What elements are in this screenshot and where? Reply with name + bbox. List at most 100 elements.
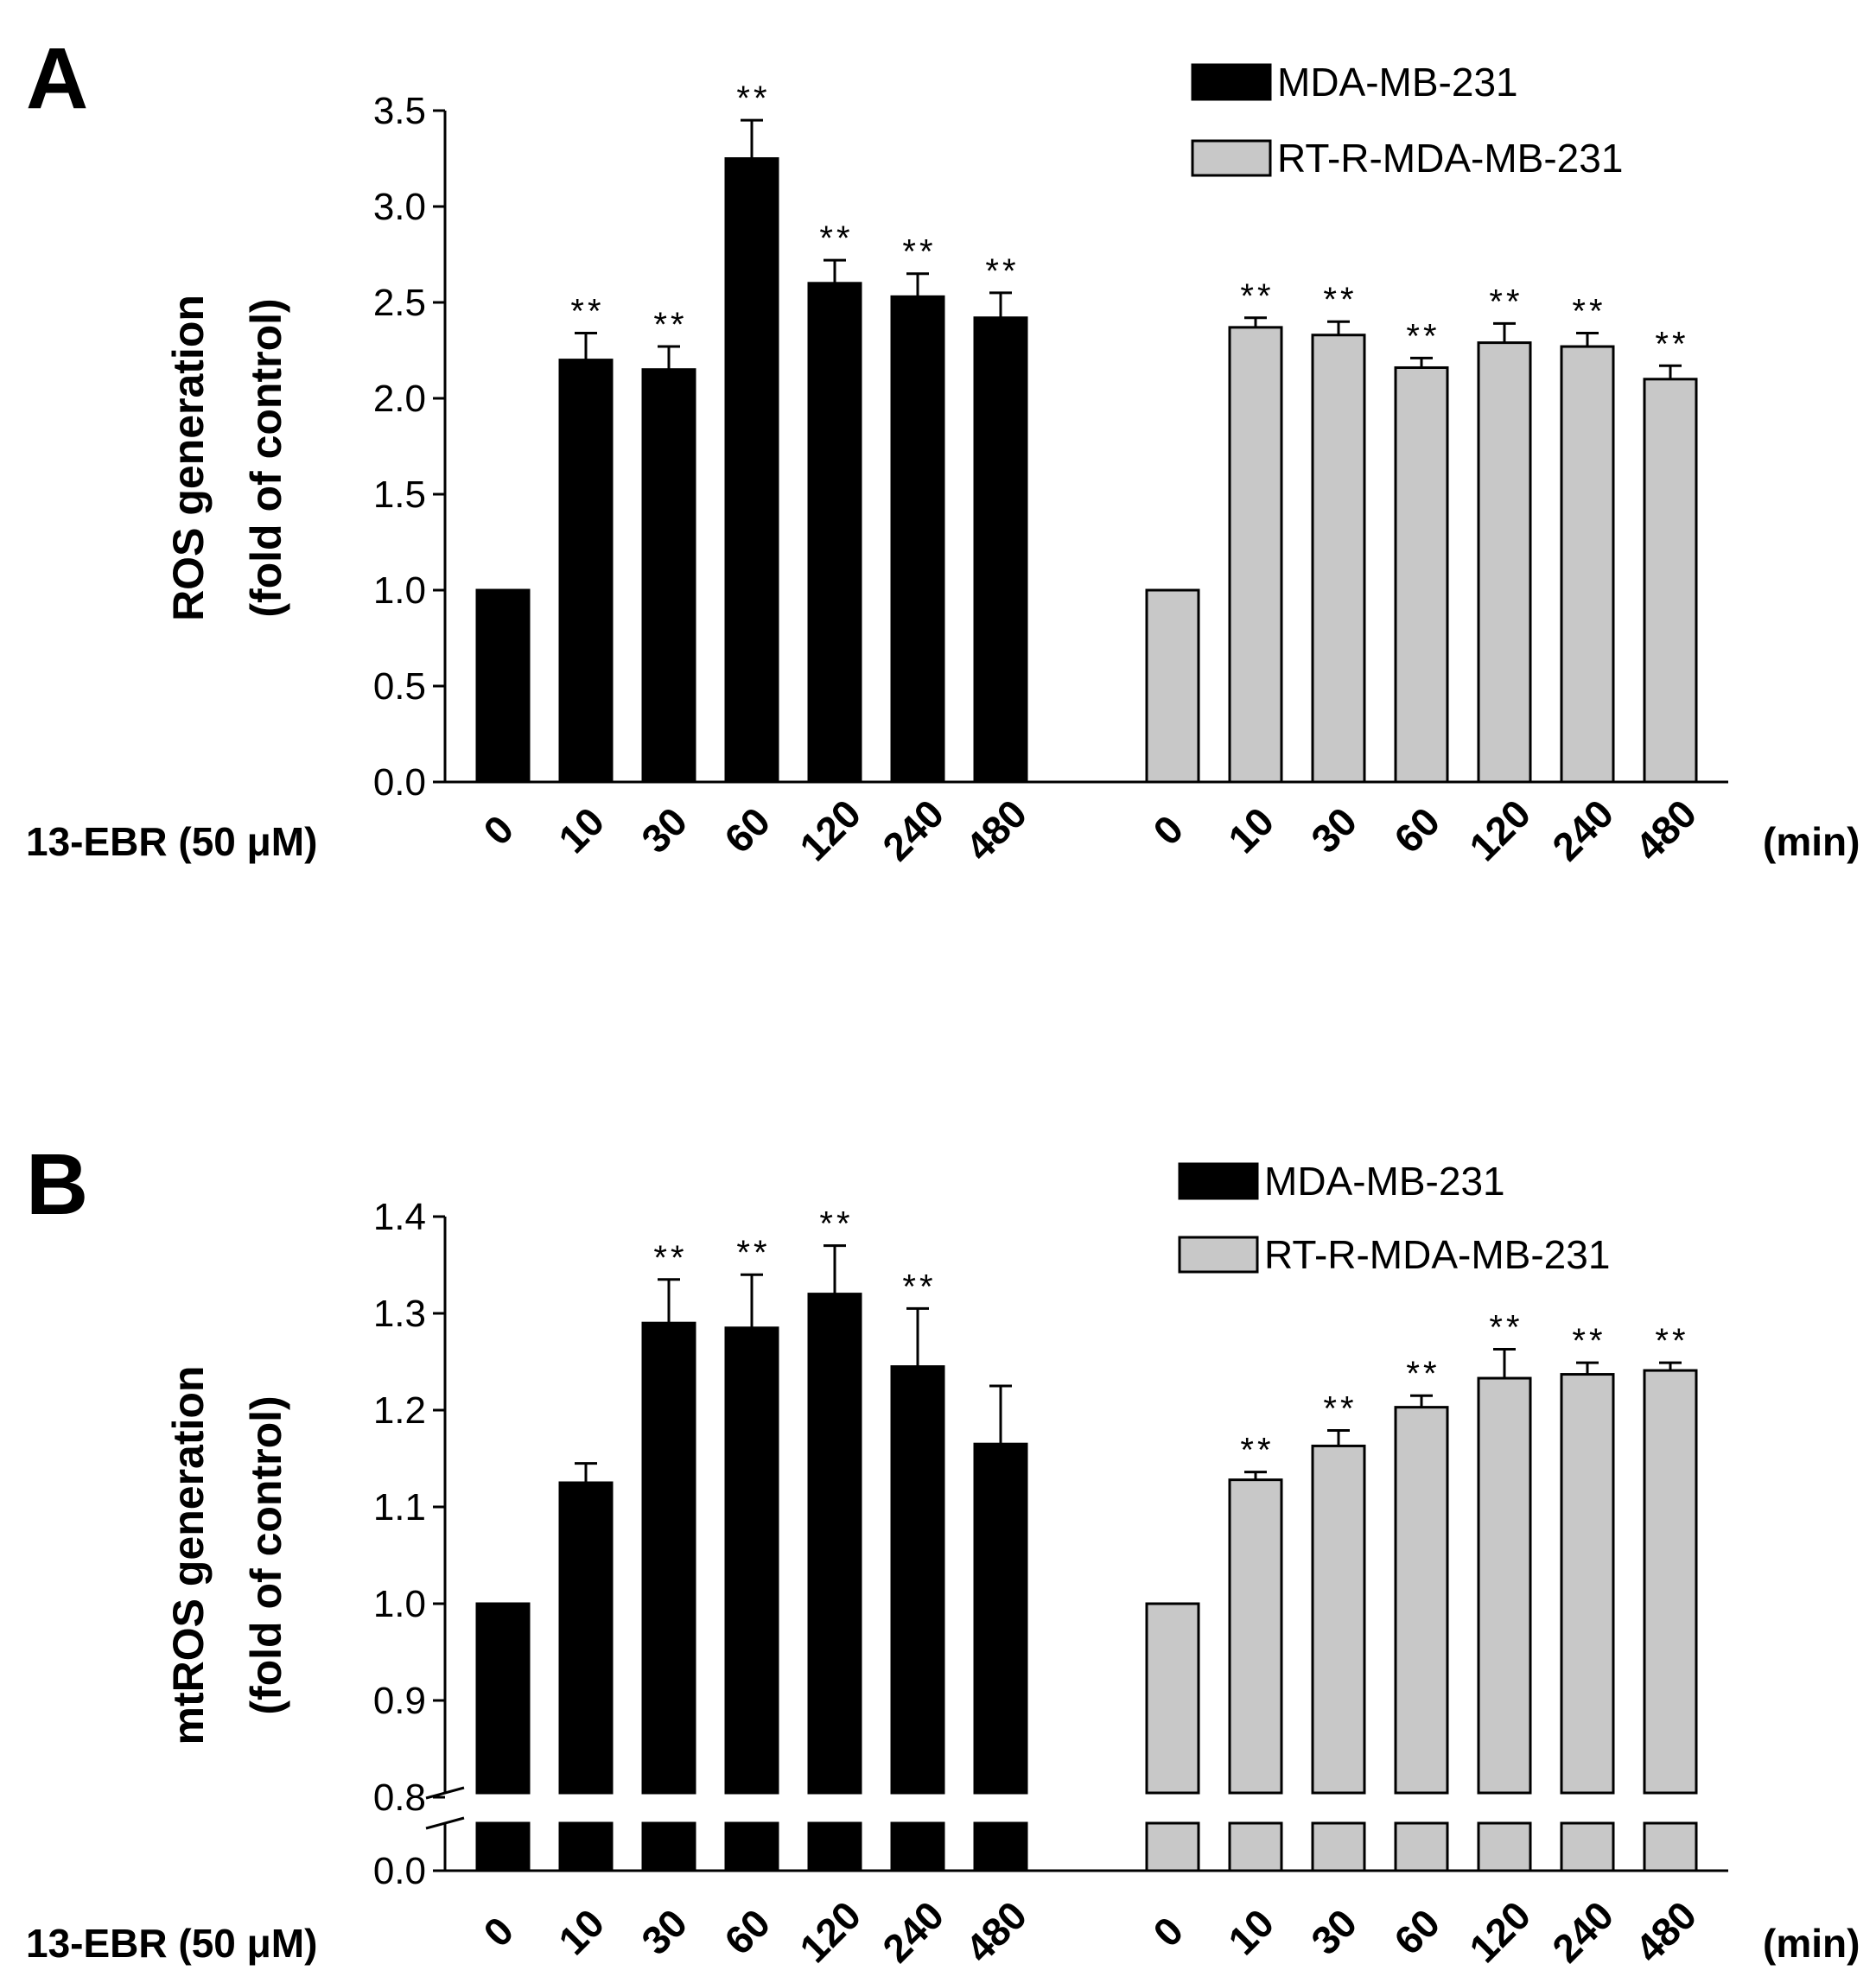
panel-a-bar-mda (724, 157, 779, 784)
panel-b-legend-label: MDA-MB-231 (1264, 1159, 1505, 1204)
panel-b-significance-rtr: ** (1572, 1322, 1606, 1360)
panel-b-x-tick-label-mda: 240 (874, 1892, 952, 1971)
panel-b-ylabel-line1: mtROS generation (164, 1366, 213, 1745)
panel-b-bar-rtr (1145, 1602, 1200, 1795)
panel-b-y-tick-label: 1.3 (373, 1293, 426, 1335)
panel-a-significance-rtr: ** (1489, 283, 1523, 321)
panel-b-x-tick-label-rtr: 0 (1144, 1908, 1192, 1955)
panel-a-ylabel-line2: (fold of control) (242, 298, 290, 617)
panel-b-bar-mda (724, 1326, 779, 1795)
panel-b-bar-mda-lower (807, 1821, 862, 1872)
panel-a-bar-rtr (1477, 341, 1532, 784)
panel-a-significance-mda: ** (819, 219, 853, 257)
panel-b-unit-label: (min) (1763, 1921, 1860, 1966)
panel-a-ylabel-line1: ROS generation (164, 295, 213, 621)
panel-a-significance-rtr: ** (1240, 277, 1274, 315)
panel-a-bar-mda (973, 316, 1028, 784)
panel-a-significance-mda: ** (985, 252, 1019, 290)
panel-b-bar-rtr (1477, 1376, 1532, 1795)
panel-b-legend-swatch (1178, 1236, 1259, 1274)
panel-a-y-tick-label: 2.5 (373, 282, 426, 324)
panel-a-x-tick-label-mda: 60 (715, 798, 779, 861)
panel-b-x-tick-label-rtr: 120 (1460, 1892, 1539, 1971)
panel-b-y-tick-label: 0.0 (373, 1850, 426, 1892)
panel-b-bar-mda (807, 1293, 862, 1795)
panel-a-unit-label: (min) (1763, 819, 1860, 864)
panel-b-bar-mda (973, 1442, 1028, 1795)
panel-b-bar-mda (641, 1321, 696, 1795)
panel-b-significance-mda: ** (736, 1234, 770, 1272)
panel-a-x-tick-label-rtr: 480 (1626, 791, 1705, 869)
panel-letter-a: A (26, 30, 88, 127)
panel-b-bar-rtr-lower (1394, 1821, 1449, 1872)
panel-b-ylabel-line2: (fold of control) (242, 1395, 290, 1714)
panel-a-y-tick-label: 3.5 (373, 90, 426, 132)
panel-b-axis-break-mark (425, 1816, 465, 1830)
panel-a-legend-swatch (1191, 63, 1272, 101)
panel-b-significance-rtr: ** (1240, 1432, 1274, 1470)
panel-b-significance-mda: ** (653, 1239, 687, 1277)
panel-b-x-tick-label-rtr: 240 (1543, 1892, 1622, 1971)
panel-a-bar-rtr (1643, 378, 1698, 784)
panel-b-y-tick-label: 1.2 (373, 1389, 426, 1432)
panel-a-legend-label: RT-R-MDA-MB-231 (1277, 136, 1623, 181)
panel-b-significance-rtr: ** (1323, 1390, 1357, 1428)
panel-a-x-tick-label-mda: 30 (633, 798, 696, 861)
panel-a-significance-rtr: ** (1655, 325, 1688, 363)
panel-a-bar-mda (807, 282, 862, 784)
panel-b-significance-mda: ** (819, 1205, 853, 1243)
panel-a-x-tick-label-rtr: 10 (1219, 798, 1282, 861)
panel-b-x-tick-label-mda: 60 (715, 1900, 779, 1963)
panel-a-legend-label: MDA-MB-231 (1277, 60, 1518, 105)
panel-b-bar-rtr-lower (1145, 1821, 1200, 1872)
panel-b-bar-mda-lower (973, 1821, 1028, 1872)
panel-b-x-tick-label-rtr: 30 (1302, 1900, 1365, 1963)
panel-a-x-tick-label-rtr: 60 (1385, 798, 1448, 861)
panel-a-bar-rtr (1311, 334, 1366, 784)
panel-letter-b: B (26, 1136, 88, 1233)
panel-a-bar-rtr (1394, 365, 1449, 784)
panel-a-significance-mda: ** (736, 79, 770, 118)
panel-b-treatment-label: 13-EBR (50 μM) (26, 1921, 317, 1966)
panel-b-bar-rtr (1394, 1406, 1449, 1795)
panel-a-bar-mda (475, 588, 531, 784)
panel-b-bar-rtr-lower (1477, 1821, 1532, 1872)
panel-a-x-tick-label-rtr: 240 (1543, 791, 1622, 869)
panel-a-x-tick-label-mda: 480 (957, 791, 1035, 869)
panel-b-bar-rtr-lower (1560, 1821, 1615, 1872)
panel-b-bar-mda (558, 1481, 614, 1795)
panel-b-x-tick-label-mda: 10 (550, 1900, 613, 1963)
panel-b-legend-label: RT-R-MDA-MB-231 (1264, 1232, 1610, 1277)
panel-a-x-tick-label-rtr: 120 (1460, 791, 1539, 869)
panel-b-bar-rtr (1560, 1373, 1615, 1795)
panel-b-x-tick-label-rtr: 480 (1626, 1892, 1705, 1971)
panel-a-x-tick-label-mda: 120 (791, 791, 869, 869)
panel-a-y-tick-label: 1.0 (373, 569, 426, 612)
panel-b-legend-swatch (1178, 1162, 1259, 1200)
panel-a-x-tick-label-mda: 10 (550, 798, 613, 861)
panel-a-bar-mda (558, 359, 614, 784)
panel-a-significance-rtr: ** (1572, 293, 1606, 331)
panel-a-significance-rtr: ** (1323, 281, 1357, 319)
panel-a-bar-mda (641, 368, 696, 784)
panel-b-x-tick-label-rtr: 10 (1219, 1900, 1282, 1963)
panel-b-y-tick-label: 1.1 (373, 1486, 426, 1529)
panel-a-significance-mda: ** (653, 306, 687, 344)
panel-b-y-tick-label: 0.9 (373, 1680, 426, 1722)
panel-b-x-tick-label-rtr: 60 (1385, 1900, 1448, 1963)
panel-a-y-tick-label: 0.0 (373, 761, 426, 804)
panel-a-legend-swatch (1191, 139, 1272, 177)
panel-a-y-tick-label: 0.5 (373, 665, 426, 708)
panel-a-y-tick-label: 2.0 (373, 378, 426, 420)
panel-b-bar-rtr-lower (1228, 1821, 1283, 1872)
panel-a-significance-mda: ** (902, 233, 936, 271)
panel-b-bar-rtr (1643, 1369, 1698, 1795)
panel-a-bar-rtr (1145, 588, 1200, 784)
panel-a-bar-rtr (1228, 326, 1283, 784)
panel-a-treatment-label: 13-EBR (50 μM) (26, 819, 317, 864)
panel-b-x-tick-label-mda: 0 (474, 1908, 522, 1955)
panel-a-y-tick-label: 1.5 (373, 474, 426, 516)
panel-b-bar-rtr-lower (1643, 1821, 1698, 1872)
panel-a-plot: 0.0 0.5 1.0 1.5 2.0 2.5 3.0 3.5 0 ** 10 ** 30 ** 60 ** 1… (373, 60, 1728, 869)
